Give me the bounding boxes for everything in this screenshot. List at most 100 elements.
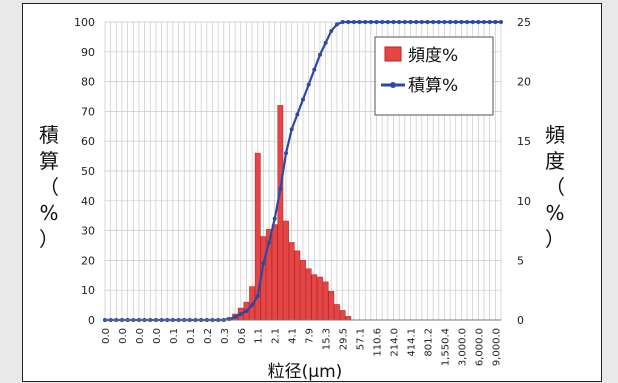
x-tick-label: 6,000.0 [474,328,485,366]
cumulative-point [340,20,345,24]
right-axis-label-char: （ [545,175,565,199]
x-tick-label: 29.5 [339,328,350,350]
frequency-bar [328,291,335,321]
cumulative-point [312,67,317,72]
cumulative-point [470,20,475,24]
x-tick-label: 110.6 [373,328,384,357]
cumulative-point [289,127,294,132]
cumulative-point [351,20,356,24]
x-tick-label: 7.9 [305,328,316,344]
cumulative-point [374,20,379,24]
x-tick-label: 0.0 [101,328,112,344]
x-tick-label: 4.1 [288,328,299,344]
cumulative-point [357,20,362,24]
cumulative-point [329,28,334,33]
left-axis-label-char: ） [39,227,59,251]
right-tick-label: 25 [517,16,531,29]
cumulative-point [453,20,458,24]
cumulative-point [278,186,283,191]
left-tick-label: 60 [81,135,95,148]
cumulative-point [250,303,255,308]
x-tick-label: 3,000.0 [457,328,468,366]
left-tick-labels: 0 10 20 30 40 50 60 70 80 90 100 [74,16,95,327]
cumulative-point [397,20,402,24]
x-tick-label: 0.3 [220,328,231,344]
frequency-bar [300,260,306,321]
cumulative-point [419,20,424,24]
left-tick-label: 20 [81,254,95,267]
chart-frame: 0 10 20 30 40 50 60 70 80 90 100 0 5 10 15 20 25 0.0 0.0… [22,3,602,382]
cumulative-point [408,20,413,24]
cumulative-point [238,312,243,317]
left-axis-label-char: 積 [39,123,59,147]
x-tick-label: 57.1 [356,328,367,350]
frequency-bar [334,304,340,321]
x-tick-label: 15.3 [322,328,333,350]
left-tick-label: 90 [81,46,95,59]
right-tick-label: 5 [517,254,524,267]
frequency-bar [322,281,329,321]
cumulative-point [425,20,430,24]
cumulative-point [482,20,487,24]
right-axis-label-char: 度 [545,149,565,173]
frequency-bar [305,268,312,321]
x-tick-label: 414.1 [406,328,417,357]
cumulative-point [459,20,464,24]
left-tick-label: 50 [81,165,95,178]
cumulative-point [306,82,311,87]
frequency-bar [339,310,346,321]
x-tick-label: 1.1 [254,328,265,344]
cumulative-point [346,20,351,24]
right-tick-labels: 0 5 10 15 20 25 [517,16,531,327]
left-tick-label: 10 [81,284,95,297]
cumulative-point [267,240,272,245]
frequency-bar [345,316,352,321]
cumulative-point [244,309,249,314]
cumulative-point [402,20,407,24]
right-tick-label: 20 [517,76,531,89]
cumulative-point [233,315,238,320]
cumulative-point [380,20,385,24]
cumulative-point [436,20,441,24]
cumulative-point [493,20,498,24]
left-axis-label: 積算（%） [39,123,59,251]
right-axis-label-char: 頻 [545,123,565,147]
left-axis-label-char: 算 [39,149,59,173]
x-tick-labels: 0.0 0.0 0.0 0.0 0.1 0.1 0.2 0.3 0.6 1.1 2.1 4.1 7.9 1… [101,328,502,366]
cumulative-point [499,20,503,24]
left-tick-label: 30 [81,225,95,238]
cumulative-point [476,20,481,24]
x-tick-label: 0.0 [152,328,163,344]
frequency-bar [277,105,284,321]
left-axis-label-char: % [39,201,58,225]
cumulative-point [448,20,453,24]
cumulative-point [272,216,277,221]
legend-bar-label: 頻度% [408,46,458,66]
cumulative-point [465,20,470,24]
frequency-bar [311,274,318,321]
cumulative-point [323,40,328,45]
x-tick-label: 0.1 [169,328,180,344]
cumulative-point [391,20,396,24]
right-axis-label-char: ） [545,227,565,251]
right-tick-label: 0 [517,314,524,327]
x-tick-label: 0.2 [203,328,214,344]
cumulative-point [284,151,289,156]
legend-bar-swatch [384,46,402,62]
right-tick-label: 15 [517,135,531,148]
cumulative-point [414,20,419,24]
cumulative-point [295,112,300,117]
left-tick-label: 40 [81,195,95,208]
frequency-bar [294,250,301,321]
cumulative-point [487,20,492,24]
x-tick-label: 214.0 [390,328,401,357]
x-tick-label: 801.2 [423,328,434,357]
cumulative-point [368,20,373,24]
x-tick-label: 0.1 [186,328,197,344]
x-tick-label: 2.1 [271,328,282,344]
x-tick-label: 1,550.4 [440,328,451,366]
cumulative-point [334,22,339,27]
x-tick-label: 0.6 [237,328,248,344]
legend: 頻度% 積算% [374,36,494,116]
